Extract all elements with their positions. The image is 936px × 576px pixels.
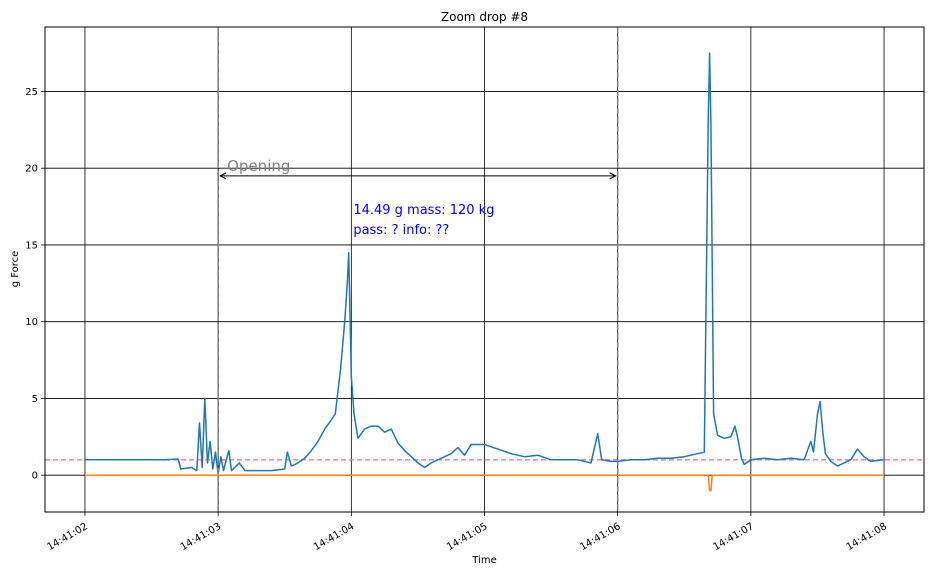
y-tick-label: 0 bbox=[32, 471, 38, 482]
span-arrow-head-left bbox=[219, 172, 227, 180]
x-axis-label: Time bbox=[471, 555, 496, 566]
peak-annotation-text: 14.49 g mass: 120 kg bbox=[353, 203, 494, 218]
peak-annotation-text: pass: ? info: ?? bbox=[353, 223, 449, 238]
series-line-2 bbox=[85, 474, 884, 492]
data-series bbox=[45, 52, 924, 492]
grid bbox=[45, 27, 924, 512]
y-tick-label: 5 bbox=[32, 394, 38, 405]
annotations: Opening 14.49 g mass: 120 kg pass: ? info:… bbox=[219, 157, 617, 238]
y-axis-ticks: 0 5 10 15 20 25 bbox=[25, 87, 45, 482]
y-tick-label: 15 bbox=[25, 240, 38, 251]
chart-title: Zoom drop #8 bbox=[441, 10, 528, 24]
span-arrow-head-right bbox=[609, 172, 617, 180]
y-tick-label: 10 bbox=[25, 317, 38, 328]
y-tick-label: 25 bbox=[25, 87, 38, 98]
y-axis-label: g Force bbox=[10, 251, 21, 288]
y-tick-label: 20 bbox=[25, 164, 38, 175]
series-line-1 bbox=[85, 52, 885, 475]
span-arrow-label: Opening bbox=[227, 157, 290, 175]
